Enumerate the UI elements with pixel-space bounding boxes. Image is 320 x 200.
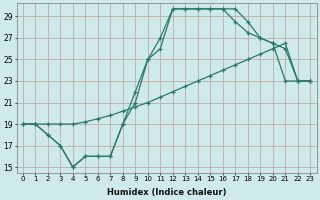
X-axis label: Humidex (Indice chaleur): Humidex (Indice chaleur)	[107, 188, 226, 197]
